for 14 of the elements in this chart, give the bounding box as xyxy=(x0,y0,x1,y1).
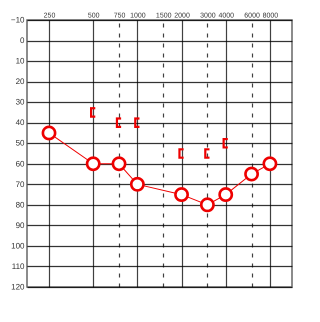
y-tick-label: 70 xyxy=(16,180,26,189)
y-tick-label: 110 xyxy=(12,262,26,271)
y-tick-label: 20 xyxy=(16,77,26,86)
y-tick-label: 80 xyxy=(16,200,26,210)
y-tick-label: 120 xyxy=(11,282,26,292)
y-tick-label: 90 xyxy=(16,220,26,230)
y-tick-label: 0 xyxy=(20,36,26,46)
y-tick-label: −10 xyxy=(10,16,26,24)
y-tick-label: 50 xyxy=(16,138,26,148)
y-tick-label: 100 xyxy=(11,241,26,250)
y-tick-label: 40 xyxy=(16,118,26,128)
y-tick-label: 30 xyxy=(16,98,26,107)
y-tick-label: 60 xyxy=(16,159,26,168)
y-tick-label: 10 xyxy=(16,56,26,66)
